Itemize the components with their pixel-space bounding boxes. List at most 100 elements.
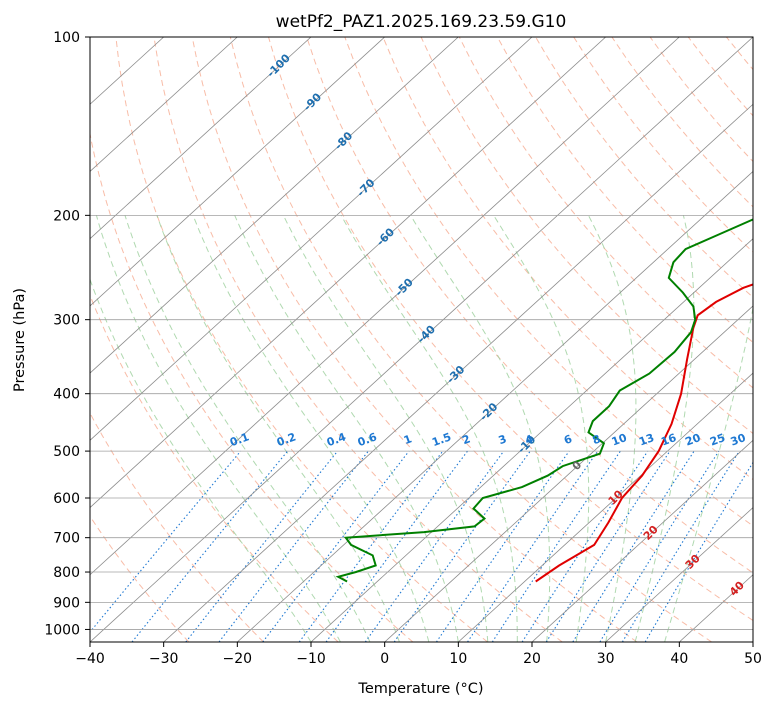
mixing-ratio-label: 1 <box>402 432 414 447</box>
mixing-ratio-line <box>364 450 505 642</box>
mixing-ratio-label: 8 <box>591 432 603 447</box>
isotherm-line <box>384 305 753 642</box>
x-axis-ticks: −40 −30 −20 −10 0 10 20 30 40 50 <box>75 642 762 667</box>
mixing-ratio-line <box>90 450 242 633</box>
dry-adiabat <box>90 515 190 642</box>
y-tick-label: 300 <box>53 313 80 329</box>
sounding-profile-line <box>335 218 753 583</box>
dry-adiabat <box>90 131 414 642</box>
y-axis-label: Pressure (hPa) <box>12 288 28 392</box>
mixing-ratio-label: 0.6 <box>356 430 379 449</box>
y-tick-label: 600 <box>53 491 80 507</box>
mixing-ratio-line <box>491 450 621 642</box>
mixing-ratio-label: 1.5 <box>430 430 453 449</box>
isotherm-line <box>458 372 753 642</box>
isotherm-line <box>90 37 459 374</box>
mixing-ratio-label: 0.1 <box>228 430 251 449</box>
mixing-ratio-line <box>298 450 444 642</box>
moist-adiabat <box>410 215 551 642</box>
isotherm-line <box>90 37 606 509</box>
plot-frame <box>89 36 754 643</box>
moist-adiabat <box>634 215 695 642</box>
moist-adiabat <box>156 215 400 642</box>
isotherm-line <box>90 37 385 307</box>
mixing-ratio-line <box>435 450 570 642</box>
mixing-ratio-label: 30 <box>729 431 748 449</box>
dry-adiabat <box>535 37 753 298</box>
chart-title: wetPf2_PAZ1.2025.169.23.59.G10 <box>276 12 567 32</box>
mixing-ratio-label: 16 <box>659 431 678 449</box>
y-tick-label: 1000 <box>44 622 80 638</box>
mixing-ratio-label: 2 <box>460 432 472 447</box>
x-tick-label: 50 <box>744 651 762 667</box>
moist-adiabat <box>124 215 371 642</box>
x-tick-label: 10 <box>449 651 467 667</box>
y-tick-label: 500 <box>53 444 80 460</box>
x-tick-label: −20 <box>223 651 253 667</box>
background-lines <box>90 37 775 642</box>
dry-adiabat <box>268 37 753 622</box>
y-tick-label: 100 <box>53 30 80 46</box>
isotherm-line <box>90 37 753 642</box>
moist-adiabat <box>587 215 637 642</box>
y-tick-label: 200 <box>53 208 80 224</box>
mixing-ratio-line <box>467 450 599 642</box>
dry-adiabat <box>306 37 753 574</box>
isotherm-line <box>163 103 753 642</box>
dry-adiabat <box>115 37 488 642</box>
mixing-ratio-line <box>185 450 339 642</box>
isotherm-line <box>90 37 533 441</box>
mixing-ratio-label: 13 <box>637 431 656 448</box>
moist-adiabat <box>90 278 312 642</box>
profile-lines <box>335 218 753 583</box>
y-tick-label: 400 <box>53 387 80 403</box>
x-tick-label: −40 <box>75 651 105 667</box>
sounding-profile-line <box>535 283 753 583</box>
mixing-ratio-line <box>545 450 671 642</box>
isotherm-line <box>90 37 312 240</box>
mixing-ratio-label: 3 <box>497 432 509 447</box>
isotherm-line <box>752 641 753 642</box>
mixing-ratio-line <box>131 450 289 642</box>
x-tick-label: 40 <box>670 651 688 667</box>
moist-adiabat <box>95 215 341 642</box>
mixing-ratio-label: 25 <box>708 431 727 448</box>
mixing-ratio-label: 0.4 <box>325 430 348 449</box>
mixing-ratio-label: 20 <box>683 431 702 449</box>
isotherm-line <box>605 507 753 642</box>
y-axis-ticks: 100 200 300 400 500 600 700 800 900 1000 <box>44 30 90 638</box>
dry-adiabat <box>153 37 563 642</box>
x-tick-label: 30 <box>597 651 615 667</box>
mixing-ratio-line <box>325 450 468 642</box>
moist-adiabat <box>493 215 590 642</box>
mixing-ratio-label: 6 <box>562 432 574 447</box>
dry-adiabat <box>765 37 775 642</box>
mixing-ratio-line <box>572 450 695 642</box>
x-tick-label: 20 <box>523 651 541 667</box>
isotherm-line <box>90 37 680 576</box>
y-tick-label: 800 <box>53 565 80 581</box>
dry-adiabat <box>382 37 753 481</box>
dry-adiabat <box>191 37 638 642</box>
x-axis-label: Temperature (°C) <box>357 681 483 697</box>
x-tick-label: 0 <box>380 651 389 667</box>
isotherm-line <box>90 37 238 172</box>
mixing-ratio-label: 10 <box>610 431 629 449</box>
mixing-ratio-label: 4 <box>523 432 535 447</box>
mixing-ratio-line <box>262 450 410 642</box>
dry-adiabat <box>496 37 753 344</box>
dry-adiabat <box>229 37 712 642</box>
moist-adiabat <box>234 215 459 642</box>
mixing-ratio-line <box>621 450 740 642</box>
mixing-ratio-label: 0.2 <box>275 430 298 449</box>
x-tick-label: −30 <box>149 651 179 667</box>
dry-adiabat <box>90 412 264 642</box>
mixing-ratio-line <box>521 450 649 642</box>
isotherm-line <box>310 238 753 642</box>
y-tick-label: 700 <box>53 531 80 547</box>
y-tick-label: 900 <box>53 595 80 611</box>
x-tick-label: −10 <box>296 651 326 667</box>
moist-adiabat <box>340 215 518 642</box>
moist-adiabat <box>192 215 430 642</box>
